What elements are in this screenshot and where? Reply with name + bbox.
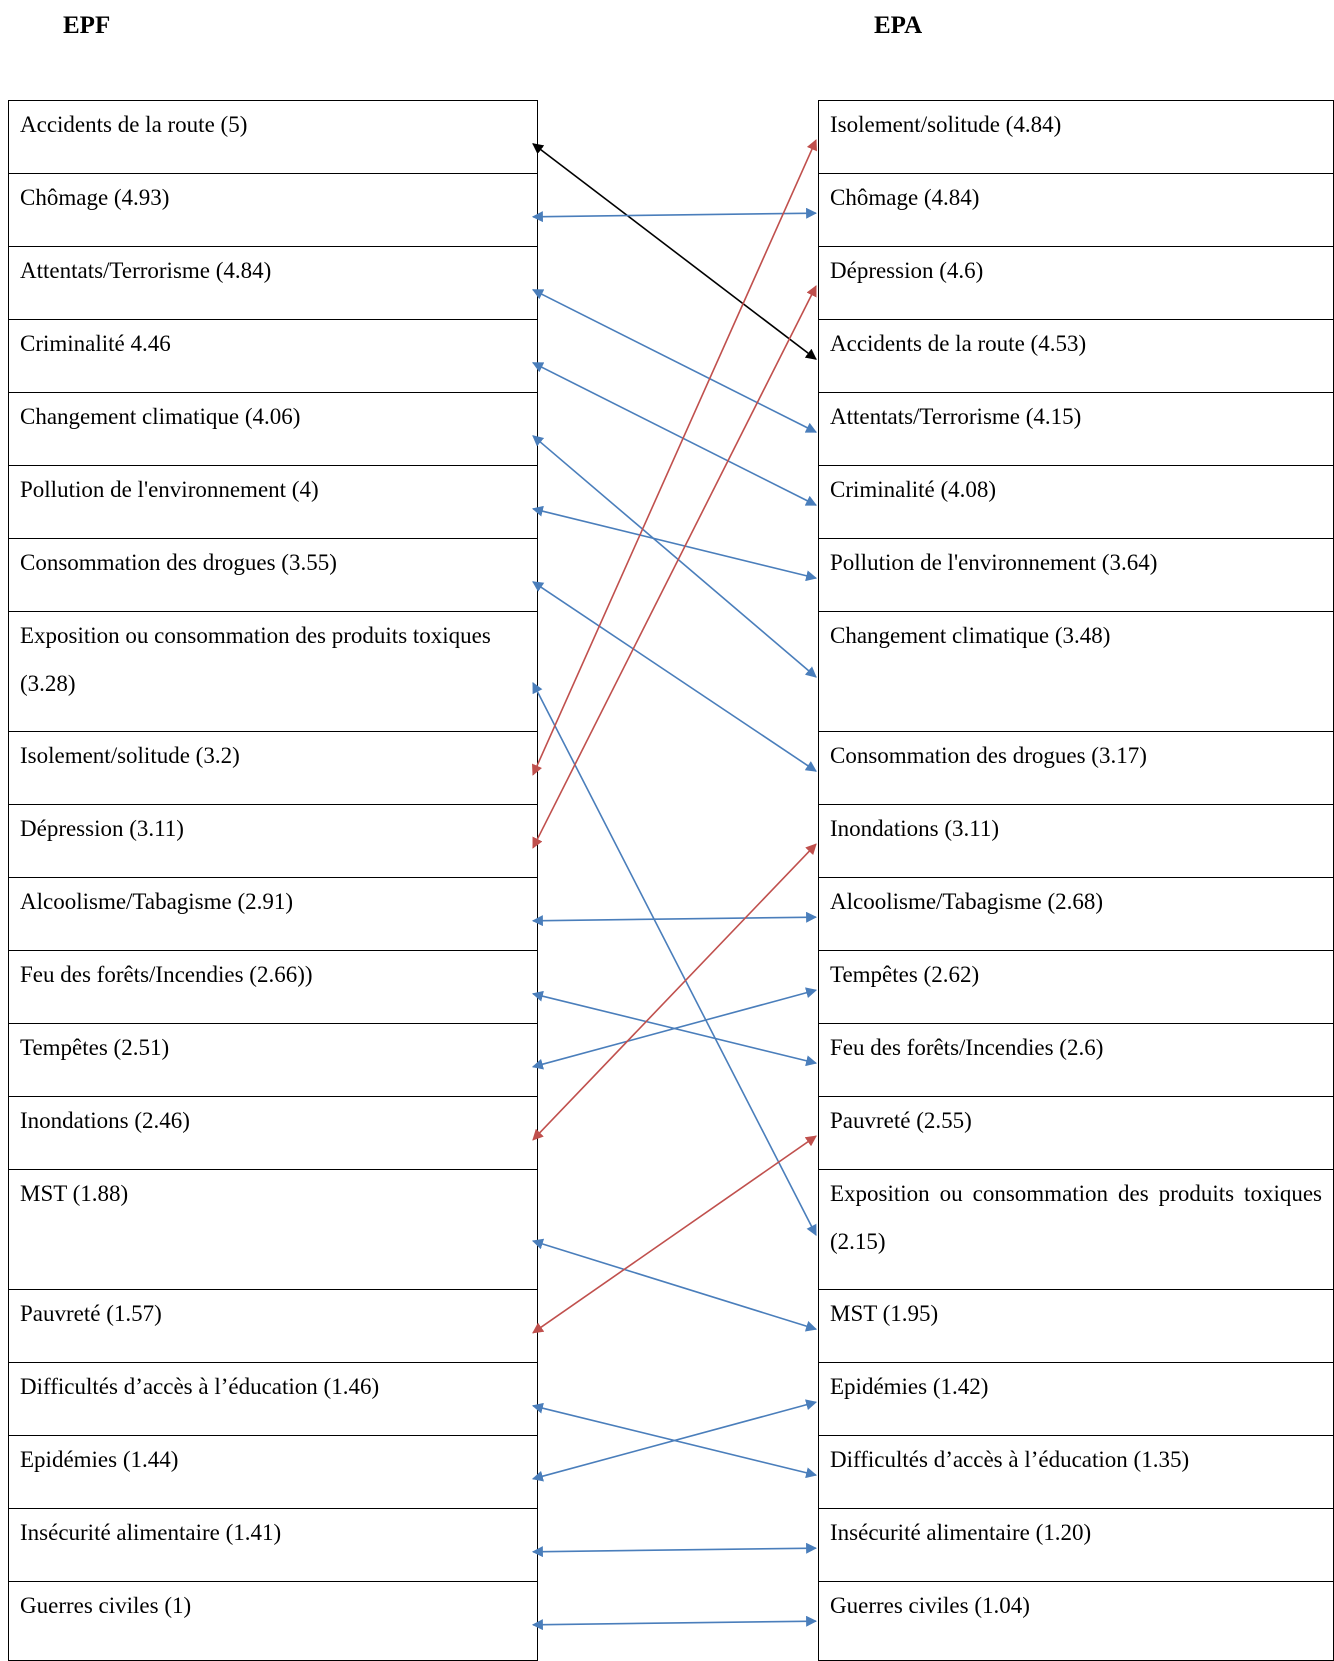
epf-item-1: Chômage (4.93)	[9, 174, 537, 247]
epf-item-16: Difficultés d’accès à l’éducation (1.46)	[9, 1363, 537, 1436]
epf-item-3: Criminalité 4.46	[9, 320, 537, 393]
epf-item-4: Changement climatique (4.06)	[9, 393, 537, 466]
epa-item-11: Tempêtes (2.62)	[819, 951, 1333, 1024]
heading-epa: EPA	[874, 12, 923, 39]
epa-item-2: Dépression (4.6)	[819, 247, 1333, 320]
epf-item-5: Pollution de l'environnement (4)	[9, 466, 537, 539]
epa-item-17: Difficultés d’accès à l’éducation (1.35)	[819, 1436, 1333, 1509]
epa-item-13: Pauvreté (2.55)	[819, 1097, 1333, 1170]
arrow-link-19	[531, 1615, 818, 1631]
heading-epf: EPF	[63, 12, 111, 39]
arrow-link-9	[532, 285, 817, 849]
epf-item-2: Attentats/Terrorisme (4.84)	[9, 247, 537, 320]
arrow-link-14	[531, 1238, 818, 1332]
arrow-link-1	[531, 207, 818, 223]
epf-item-7: Exposition ou consommation des produits …	[9, 612, 537, 732]
epf-item-9: Dépression (3.11)	[9, 805, 537, 878]
epa-item-5: Criminalité (4.08)	[819, 466, 1333, 539]
epf-item-8: Isolement/solitude (3.2)	[9, 732, 537, 805]
arrow-link-17	[531, 1399, 818, 1482]
epa-item-10: Alcoolisme/Tabagisme (2.68)	[819, 878, 1333, 951]
arrow-link-2	[532, 289, 817, 433]
epa-item-9: Inondations (3.11)	[819, 805, 1333, 878]
epa-item-7: Changement climatique (3.48)	[819, 612, 1333, 732]
arrow-link-18	[531, 1542, 818, 1558]
epa-item-4: Attentats/Terrorisme (4.15)	[819, 393, 1333, 466]
epf-item-18: Insécurité alimentaire (1.41)	[9, 1509, 537, 1582]
epf-item-12: Tempêtes (2.51)	[9, 1024, 537, 1097]
epf-item-0: Accidents de la route (5)	[9, 101, 537, 174]
epa-item-6: Pollution de l'environnement (3.64)	[819, 539, 1333, 612]
arrow-link-8	[532, 139, 817, 776]
arrow-link-0	[532, 143, 817, 360]
epa-item-14: Exposition ou consommation des produits …	[819, 1170, 1333, 1290]
epf-item-19: Guerres civiles (1)	[20, 1593, 192, 1618]
epf-item-17: Epidémies (1.44)	[9, 1436, 537, 1509]
epa-item-15: MST (1.95)	[819, 1290, 1333, 1363]
epa-item-8: Consommation des drogues (3.17)	[819, 732, 1333, 805]
epf-item-15: Pauvreté (1.57)	[9, 1290, 537, 1363]
arrow-link-7	[532, 682, 817, 1236]
epa-item-12: Feu des forêts/Incendies (2.6)	[819, 1024, 1333, 1097]
epa-item-1: Chômage (4.84)	[819, 174, 1333, 247]
arrow-link-4	[532, 435, 817, 678]
epf-item-13: Inondations (2.46)	[9, 1097, 537, 1170]
epf-item-6: Consommation des drogues (3.55)	[9, 539, 537, 612]
epf-list: Accidents de la route (5) Chômage (4.93) A…	[8, 100, 538, 1661]
epa-item-16: Epidémies (1.42)	[819, 1363, 1333, 1436]
arrow-link-15	[532, 1135, 817, 1334]
epf-item-14: MST (1.88)	[9, 1170, 537, 1290]
epf-item-11: Feu des forêts/Incendies (2.66))	[9, 951, 537, 1024]
arrow-link-3	[532, 362, 817, 506]
epf-item-10: Alcoolisme/Tabagisme (2.91)	[9, 878, 537, 951]
arrow-link-12	[531, 987, 818, 1070]
arrow-link-6	[532, 581, 817, 772]
epa-item-0: Isolement/solitude (4.84)	[819, 101, 1333, 174]
arrow-link-13	[532, 843, 817, 1141]
epa-item-3: Accidents de la route (4.53)	[819, 320, 1333, 393]
epa-item-19: Guerres civiles (1.04)	[830, 1593, 1030, 1618]
epa-item-18: Insécurité alimentaire (1.20)	[819, 1509, 1333, 1582]
arrow-link-10	[531, 911, 818, 927]
epa-list: Isolement/solitude (4.84) Chômage (4.84) D…	[818, 100, 1334, 1661]
